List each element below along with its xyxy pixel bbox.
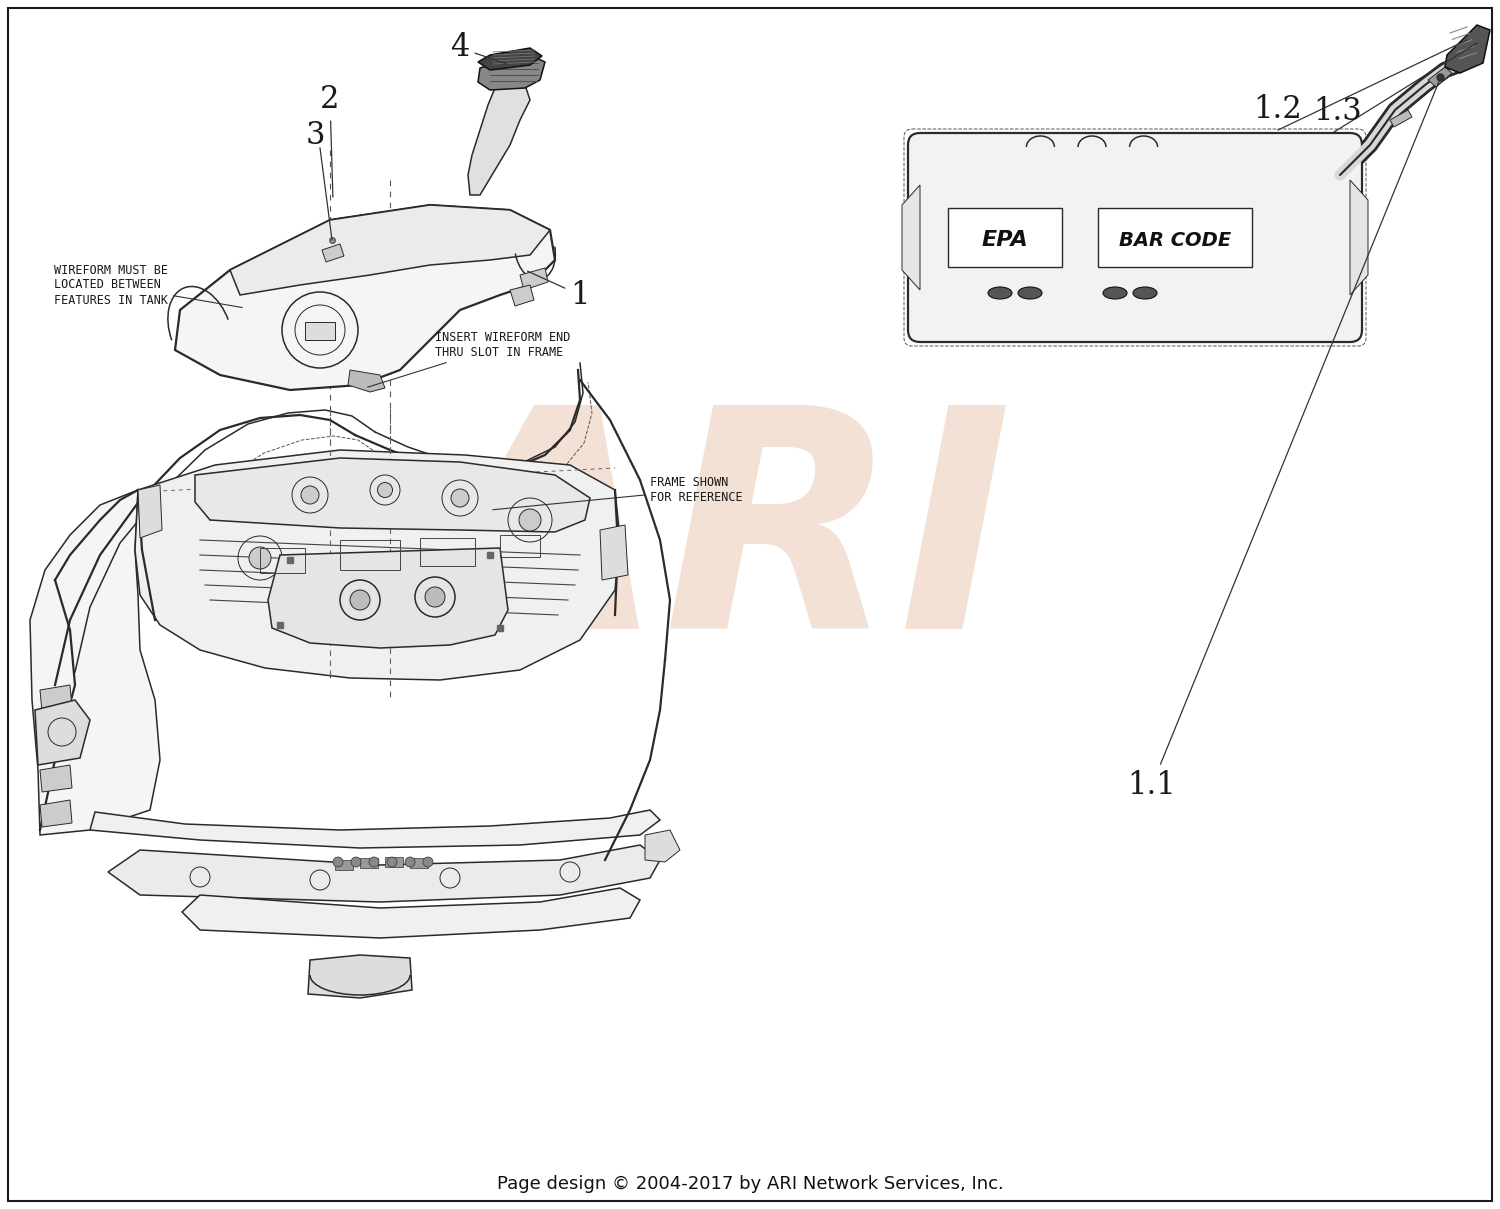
FancyBboxPatch shape [908, 133, 1362, 342]
Polygon shape [645, 831, 680, 862]
Polygon shape [308, 955, 413, 997]
Polygon shape [30, 490, 160, 835]
Polygon shape [195, 458, 590, 532]
Ellipse shape [1019, 287, 1042, 299]
Polygon shape [322, 244, 344, 262]
Polygon shape [478, 48, 542, 70]
Ellipse shape [1132, 287, 1156, 299]
Polygon shape [40, 686, 72, 712]
Text: Page design © 2004-2017 by ARI Network Services, Inc.: Page design © 2004-2017 by ARI Network S… [496, 1175, 1004, 1193]
Polygon shape [40, 765, 72, 792]
Polygon shape [108, 845, 660, 902]
Polygon shape [600, 525, 628, 580]
Bar [360, 858, 378, 868]
Circle shape [249, 546, 272, 569]
Polygon shape [268, 548, 509, 648]
Circle shape [519, 509, 542, 531]
Text: 4: 4 [450, 33, 507, 64]
Circle shape [350, 590, 370, 611]
Polygon shape [1428, 66, 1452, 87]
Bar [420, 538, 476, 566]
Circle shape [333, 857, 344, 867]
Circle shape [405, 857, 416, 867]
Circle shape [302, 486, 320, 504]
Text: 1.2: 1.2 [1254, 94, 1302, 126]
Circle shape [424, 588, 445, 607]
Polygon shape [478, 54, 544, 89]
Bar [340, 540, 400, 569]
Bar [260, 548, 305, 573]
Polygon shape [520, 268, 548, 290]
Text: FRAME SHOWN
FOR REFERENCE: FRAME SHOWN FOR REFERENCE [494, 476, 742, 510]
Bar [386, 857, 404, 867]
Text: EPA: EPA [981, 230, 1029, 250]
Bar [334, 860, 352, 870]
Polygon shape [1444, 25, 1490, 73]
Polygon shape [40, 725, 72, 752]
Text: WIREFORM MUST BE
LOCATED BETWEEN
FEATURES IN TANK: WIREFORM MUST BE LOCATED BETWEEN FEATURE… [54, 264, 243, 307]
Text: 2: 2 [321, 85, 339, 197]
Polygon shape [135, 450, 620, 679]
Polygon shape [304, 322, 334, 340]
Polygon shape [1350, 180, 1368, 295]
Polygon shape [176, 206, 555, 391]
Ellipse shape [1102, 287, 1126, 299]
Circle shape [369, 857, 380, 867]
Circle shape [351, 857, 361, 867]
Text: 1.1: 1.1 [1128, 81, 1438, 800]
Polygon shape [138, 485, 162, 538]
Bar [410, 858, 428, 868]
Polygon shape [348, 370, 386, 392]
FancyBboxPatch shape [1098, 208, 1252, 267]
Text: 3: 3 [306, 120, 324, 150]
Text: 1: 1 [528, 271, 590, 311]
Circle shape [452, 488, 470, 507]
Polygon shape [902, 185, 920, 290]
Text: BAR CODE: BAR CODE [1119, 231, 1232, 249]
Polygon shape [182, 887, 640, 938]
Circle shape [378, 482, 393, 497]
Polygon shape [510, 285, 534, 306]
Polygon shape [34, 700, 90, 765]
Polygon shape [40, 800, 72, 827]
Ellipse shape [988, 287, 1012, 299]
Polygon shape [90, 810, 660, 848]
Text: INSERT WIREFORM END
THRU SLOT IN FRAME: INSERT WIREFORM END THRU SLOT IN FRAME [368, 331, 570, 387]
Polygon shape [1390, 110, 1411, 127]
Text: 1.3: 1.3 [1314, 97, 1362, 127]
Polygon shape [230, 206, 550, 295]
Text: ARI: ARI [427, 395, 1012, 693]
Circle shape [387, 857, 398, 867]
FancyBboxPatch shape [948, 208, 1062, 267]
Bar [500, 536, 540, 557]
Polygon shape [468, 80, 530, 195]
Circle shape [423, 857, 433, 867]
